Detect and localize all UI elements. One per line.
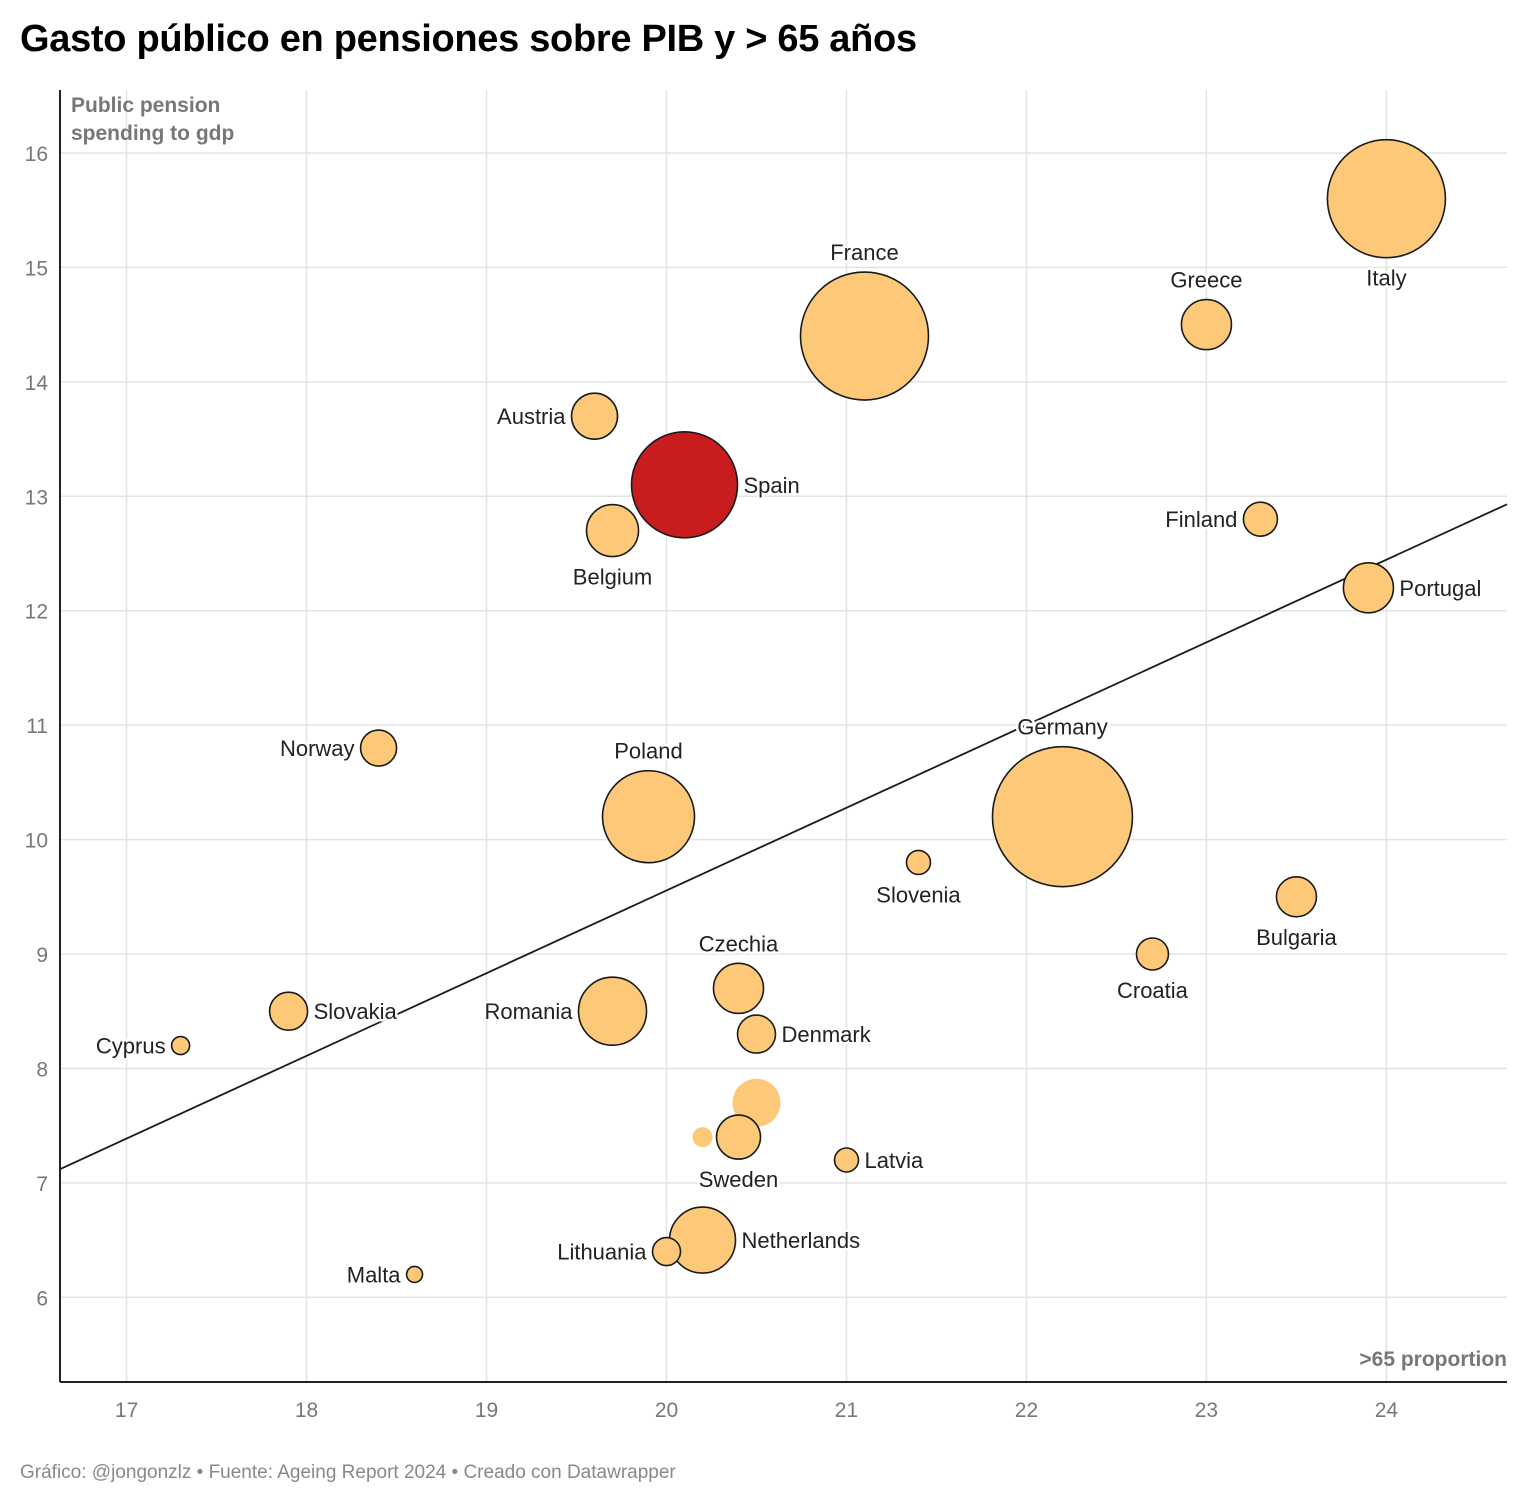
y-tick-label: 10: [25, 830, 48, 853]
point-label-germany: Germany: [1017, 715, 1107, 740]
point-germany: [991, 745, 1134, 888]
x-tick-label: 20: [655, 1399, 678, 1422]
point-croatia: [1135, 937, 1170, 971]
point-france: [799, 271, 930, 401]
x-tick-label: 22: [1015, 1399, 1038, 1422]
point-slovenia: [905, 849, 932, 876]
point-netherlands: [668, 1206, 737, 1274]
point-poland: [601, 769, 696, 864]
x-tick-label: 19: [475, 1399, 498, 1422]
point-label-belgium: Belgium: [573, 565, 652, 590]
points: [170, 138, 1447, 1284]
point-label-finland: Finland: [1165, 507, 1237, 532]
x-axis-title: >65 proportion: [1359, 1348, 1507, 1371]
scatter-chart: Italy France Greece Austria Spain Belgium Finl…: [25, 90, 1508, 1422]
point-label-greece: Greece: [1170, 268, 1242, 293]
point-label-lithuania: Lithuania: [557, 1240, 647, 1265]
chart-title: Gasto público en pensiones sobre PIB y >…: [20, 18, 917, 60]
point-czechia: [712, 962, 765, 1015]
point-label-spain: Spain: [744, 473, 800, 498]
point-cyprus: [170, 1035, 191, 1056]
x-tick-label: 17: [115, 1399, 138, 1422]
x-tick-label: 24: [1375, 1399, 1399, 1422]
point-belgium: [585, 503, 640, 558]
y-tick-label: 15: [25, 257, 48, 280]
y-axis-title-line-2: spending to gdp: [71, 122, 234, 145]
y-axis-title-line-1: Public pension: [71, 94, 220, 117]
point-label-portugal: Portugal: [1399, 576, 1481, 601]
point-austria: [570, 392, 619, 440]
x-tick-label: 23: [1195, 1399, 1218, 1422]
point-label-romania: Romania: [484, 999, 573, 1024]
point-lithuania: [651, 1236, 682, 1267]
y-tick-label: 6: [36, 1287, 48, 1310]
point-label-netherlands: Netherlands: [742, 1228, 861, 1253]
point-label-denmark: Denmark: [782, 1022, 872, 1047]
axes: [59, 90, 1507, 1383]
point-label-sweden: Sweden: [699, 1167, 779, 1192]
point-label-italy: Italy: [1366, 266, 1406, 291]
point-label-czechia: Czechia: [699, 931, 779, 956]
point-greece: [1180, 298, 1233, 351]
footer-credit: Gráfico: @jongonzlz • Fuente: Ageing Rep…: [20, 1462, 676, 1483]
y-tick-label: 13: [25, 486, 48, 509]
point-label-norway: Norway: [280, 736, 355, 761]
point-bulgaria: [1275, 875, 1318, 918]
y-tick-label: 8: [36, 1058, 48, 1081]
y-tick-label: 11: [26, 715, 48, 738]
point-label-malta: Malta: [347, 1262, 402, 1287]
point-label-cyprus: Cyprus: [96, 1034, 166, 1059]
point-latvia: [833, 1147, 860, 1173]
y-tick-label: 7: [36, 1173, 48, 1196]
point-romania: [577, 976, 648, 1047]
point-label-slovakia: Slovakia: [314, 999, 398, 1024]
point-label-latvia: Latvia: [864, 1148, 923, 1173]
point-label-austria: Austria: [497, 404, 566, 429]
trendline: [59, 503, 1508, 1170]
trendline-group: [59, 503, 1508, 1170]
point-label-croatia: Croatia: [1117, 978, 1189, 1003]
point-unlabeled: [692, 1127, 713, 1148]
point-finland: [1242, 501, 1279, 537]
grid: [60, 90, 1507, 1382]
point-unlabeled: [732, 1078, 781, 1127]
point-slovakia: [268, 991, 309, 1032]
y-tick-label: 16: [25, 143, 48, 166]
point-labels: Italy France Greece Austria Spain Belgium Finl…: [93, 238, 1483, 1290]
point-italy: [1326, 138, 1447, 259]
x-tick-label: 21: [835, 1399, 858, 1422]
tick-labels: 17 18 19 20 21 22 23 24 6 7 8 9 10 11 12 13 14 15 16: [25, 143, 1399, 1422]
point-denmark: [736, 1014, 777, 1054]
point-malta: [405, 1265, 424, 1284]
point-sweden: [715, 1114, 762, 1160]
y-tick-label: 14: [25, 372, 49, 395]
point-label-bulgaria: Bulgaria: [1256, 925, 1337, 950]
point-label-slovenia: Slovenia: [876, 882, 961, 907]
point-label-france: France: [830, 240, 898, 265]
point-spain: [630, 431, 739, 539]
y-tick-label: 12: [25, 601, 48, 624]
x-tick-label: 18: [295, 1399, 318, 1422]
y-tick-label: 9: [36, 944, 48, 967]
point-label-poland: Poland: [614, 739, 683, 764]
point-portugal: [1342, 562, 1395, 614]
point-norway: [359, 729, 398, 767]
